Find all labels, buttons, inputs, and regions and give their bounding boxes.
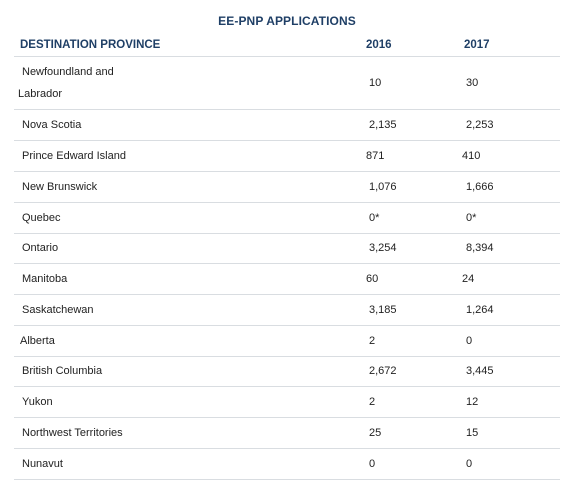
value-2017-cell: 30: [466, 77, 479, 89]
province-cell: Ontario: [22, 242, 59, 254]
row-divider: [14, 448, 560, 449]
value-2017-cell: 0*: [466, 212, 477, 224]
value-2016-cell: 3,254: [369, 242, 397, 254]
value-2016-cell: 2,135: [369, 119, 397, 131]
province-cell: Quebec: [22, 212, 61, 224]
value-2016-cell: 871: [366, 150, 385, 162]
province-cell: Nunavut: [22, 458, 63, 470]
header-divider: [14, 56, 560, 57]
value-2016-cell: 0*: [369, 212, 380, 224]
row-divider: [14, 202, 560, 203]
column-header-province: DESTINATION PROVINCE: [20, 39, 161, 51]
value-2016-cell: 10: [369, 77, 382, 89]
row-divider: [14, 263, 560, 264]
province-cell: Manitoba: [22, 273, 68, 285]
row-divider: [14, 294, 560, 295]
value-2016-cell: 60: [366, 273, 379, 285]
province-cell: Yukon: [22, 396, 53, 408]
value-2017-cell: 0: [466, 458, 473, 470]
row-divider: [14, 417, 560, 418]
value-2017-cell: 0: [466, 335, 473, 347]
province-cell: Alberta: [20, 335, 55, 347]
value-2016-cell: 2: [369, 396, 376, 408]
value-2016-cell: 3,185: [369, 304, 397, 316]
value-2016-cell: 0: [369, 458, 376, 470]
value-2017-cell: 410: [462, 150, 481, 162]
table-title: EE-PNP APPLICATIONS: [218, 14, 356, 28]
row-divider: [14, 386, 560, 387]
province-cell: Saskatchewan: [22, 304, 94, 316]
row-divider: [14, 325, 560, 326]
value-2016-cell: 25: [369, 427, 382, 439]
value-2017-cell: 1,666: [466, 181, 494, 193]
value-2016-cell: 1,076: [369, 181, 397, 193]
value-2017-cell: 15: [466, 427, 479, 439]
province-cell: Prince Edward Island: [22, 150, 126, 162]
province-cell-continued: Labrador: [18, 88, 63, 100]
value-2017-cell: 3,445: [466, 365, 494, 377]
row-divider: [14, 140, 560, 141]
value-2017-cell: 2,253: [466, 119, 494, 131]
row-divider: [14, 171, 560, 172]
column-header-2017: 2017: [464, 39, 490, 51]
value-2016-cell: 2: [369, 335, 376, 347]
value-2016-cell: 2,672: [369, 365, 397, 377]
province-cell: Nova Scotia: [22, 119, 82, 131]
table-row: Newfoundland and Labrador 10 30: [0, 66, 574, 110]
row-divider: [14, 109, 560, 110]
province-cell: Northwest Territories: [22, 427, 123, 439]
value-2017-cell: 1,264: [466, 304, 494, 316]
column-header-2016: 2016: [366, 39, 392, 51]
value-2017-cell: 24: [462, 273, 475, 285]
value-2017-cell: 8,394: [466, 242, 494, 254]
row-divider: [14, 479, 560, 480]
value-2017-cell: 12: [466, 396, 479, 408]
row-divider: [14, 233, 560, 234]
province-cell: British Columbia: [22, 365, 103, 377]
province-cell: Newfoundland and: [22, 66, 114, 78]
province-cell: New Brunswick: [22, 181, 98, 193]
row-divider: [14, 356, 560, 357]
